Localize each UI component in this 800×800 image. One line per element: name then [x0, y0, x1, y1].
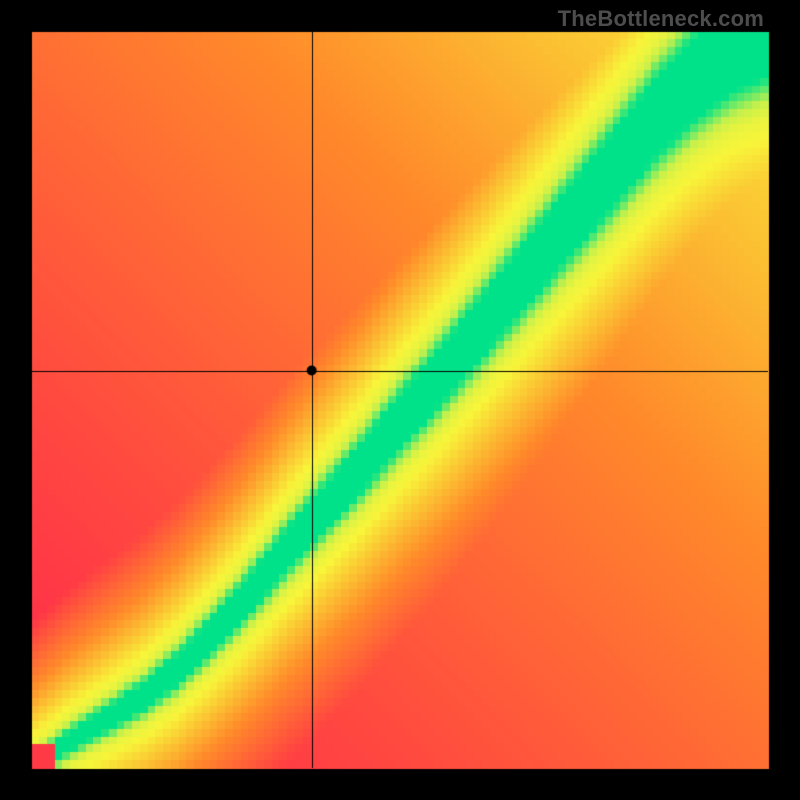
watermark-text: TheBottleneck.com — [558, 6, 764, 32]
bottleneck-heatmap — [0, 0, 800, 800]
